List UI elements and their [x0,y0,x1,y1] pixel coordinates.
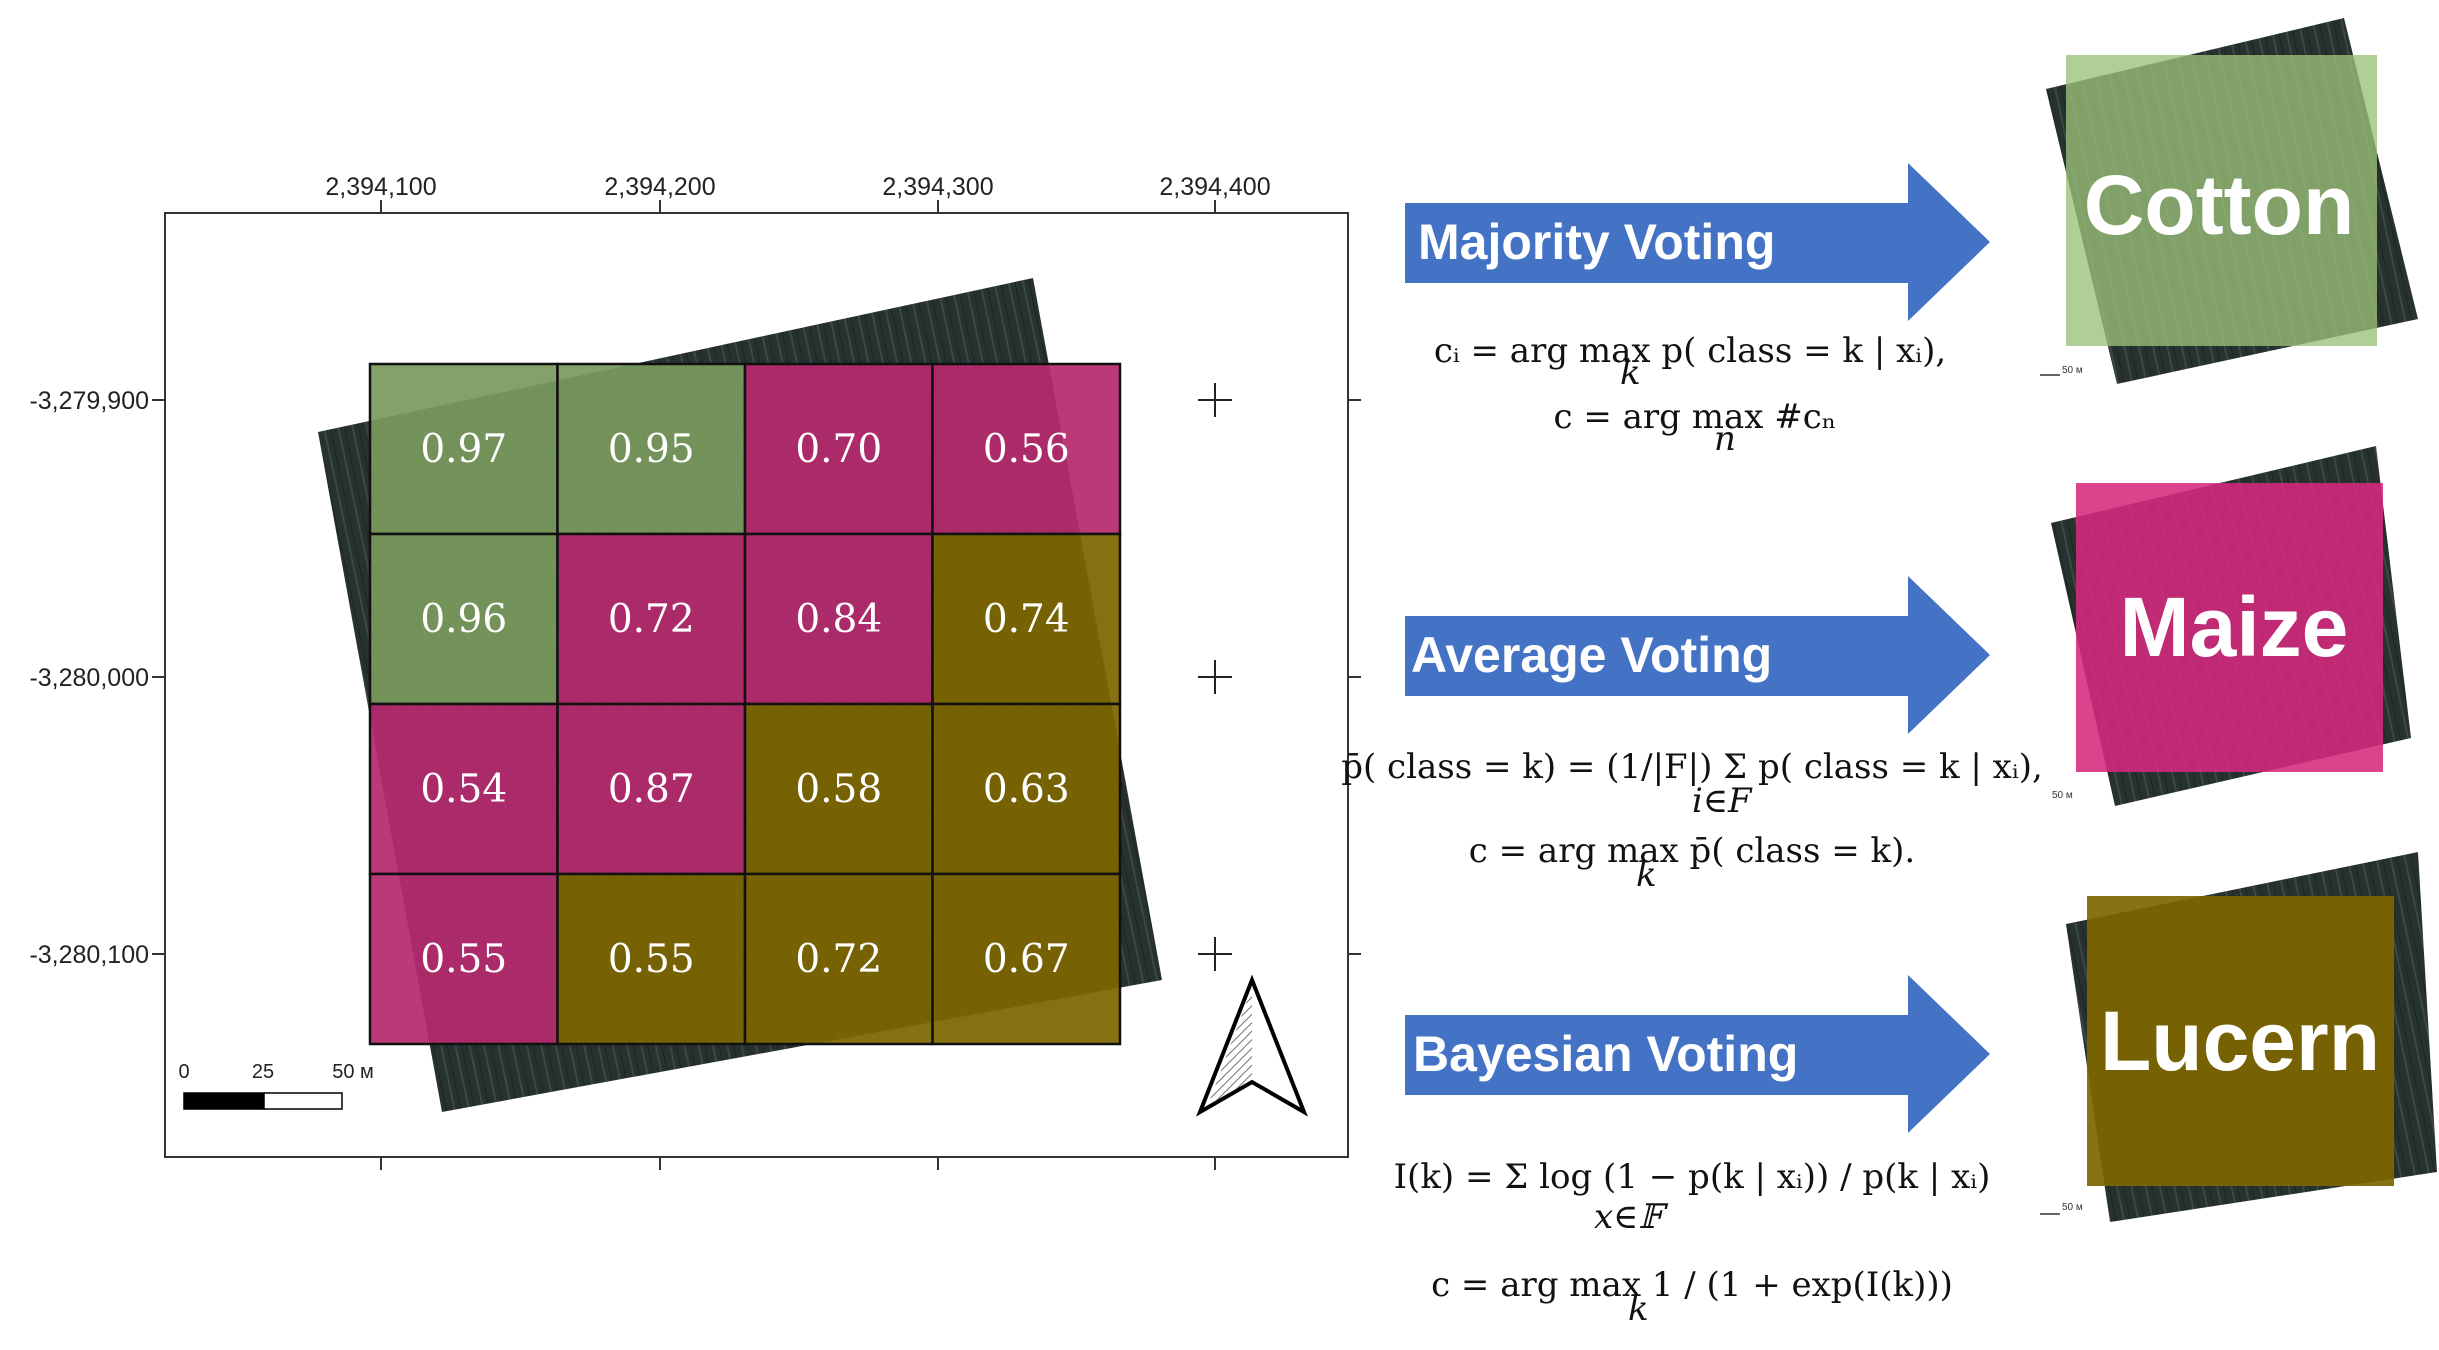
classification-grid: 0.97 0.95 0.70 0.56 0.96 0.72 0.84 0.74 0.54 0.87… [368,362,1122,1046]
y-tick-label: -3,280,000 [29,664,149,692]
result-swatch [2066,55,2377,346]
method-label: Majority Voting [1418,214,1775,270]
crosshair-markers [1198,383,1232,971]
x-tick-label: 2,394,400 [1159,173,1270,201]
grid-cell-value: 0.54 [420,767,507,812]
grid-cell: 0.58 [743,702,934,876]
arrow-shape [1405,576,1990,734]
grid-cell-fill [743,362,934,536]
formula-line: c = arg max #cₙ [1554,397,1837,437]
grid-cell-value: 0.72 [608,597,695,642]
map-tick-marks [152,200,1361,1170]
grid-cell: 0.54 [368,702,559,876]
method-label: Bayesian Voting [1413,1026,1798,1082]
grid-cell: 0.74 [931,532,1122,706]
grid-cell-value: 0.55 [420,937,507,982]
grid-cell-value: 0.72 [795,937,882,982]
scale-label: 50 м [332,1061,374,1083]
x-tick-label: 2,394,300 [882,173,993,201]
result-label: Cotton [2084,158,2355,252]
grid-cell-fill [931,362,1122,536]
formula-line: cᵢ = arg max p( class = k | xᵢ), [1434,331,1946,371]
grid-cell-fill [368,702,559,876]
north-arrow-icon [1196,974,1308,1117]
grid-cell-value: 0.56 [983,427,1070,472]
thumb-scale-label: 50 м [2052,790,2073,801]
grid-cell-fill [556,362,747,536]
grid-cell: 0.63 [931,702,1122,876]
formula-subscript: n [1714,419,1736,459]
grid-cell: 0.55 [556,872,747,1046]
grid-cell: 0.84 [743,532,934,706]
result-label: Maize [2120,580,2349,674]
x-tick-label: 2,394,200 [604,173,715,201]
grid-cell: 0.70 [743,362,934,536]
result-cotton: Cotton 50 м [2040,18,2418,384]
arrow-shape [1405,163,1990,321]
grid-cell: 0.67 [931,872,1122,1046]
grid-cell-fill [556,702,747,876]
formula-line: c = arg max p̄( class = k). [1469,831,1915,871]
grid-cell-fill [931,532,1122,706]
grid-cell-value: 0.70 [795,427,882,472]
grid-cell-value: 0.84 [795,597,882,642]
grid-cell-value: 0.95 [608,427,695,472]
formula-subscript: k [1636,855,1657,895]
grid-cell-fill [368,872,559,1046]
grid-cell-value: 0.97 [420,427,507,472]
x-tick-label: 2,394,100 [325,173,436,201]
grid-cell: 0.95 [556,362,747,536]
grid-cell: 0.56 [931,362,1122,536]
y-tick-label: -3,280,100 [29,941,149,969]
grid-cell: 0.72 [743,872,934,1046]
grid-cell-fill [931,702,1122,876]
method-label: Average Voting [1411,627,1772,683]
formula-subscript: i∈F [1692,781,1753,821]
grid-cell-value: 0.63 [983,767,1070,812]
grid-cell: 0.96 [368,532,559,706]
result-lucern: Lucern 50 м [2040,852,2437,1222]
grid-cell-value: 0.55 [608,937,695,982]
grid-cell-fill [743,702,934,876]
scale-label: 0 [178,1061,189,1083]
y-tick-label: -3,279,900 [29,387,149,415]
formula-line: p̄( class = k) = (1/|F|) Σ p( class = k … [1341,747,2043,787]
method-average: Average Voting p̄( class = k) = (1/|F|) … [1341,576,2043,895]
grid-cell: 0.97 [368,362,559,536]
result-swatch [2087,896,2394,1186]
map-panel: 2,394,100 2,394,200 2,394,300 2,394,400 … [29,173,1361,1170]
formula-subscript: k [1628,1289,1649,1329]
grid-cell: 0.72 [556,532,747,706]
grid-cell: 0.55 [368,872,559,1046]
scale-label: 25 [252,1061,274,1083]
method-bayesian: Bayesian Voting I(k) = Σ log (1 − p(k | … [1394,975,1991,1329]
arrow-shape [1405,975,1990,1133]
formula-subscript: x∈𝔽 [1594,1197,1668,1237]
grid-cell-value: 0.87 [608,767,695,812]
grid-cell-value: 0.96 [420,597,507,642]
formula-line: I(k) = Σ log (1 − p(k | xᵢ)) / p(k | xᵢ) [1394,1157,1991,1197]
grid-cell-value: 0.67 [983,937,1070,982]
grid-cell-value: 0.74 [983,597,1070,642]
scale-bar: 0 25 50 м [178,1061,374,1110]
grid-cell-fill [931,872,1122,1046]
grid-cell-fill [556,872,747,1046]
result-maize: Maize 50 м [2051,446,2411,806]
method-majority: Majority Voting cᵢ = arg max p( class = … [1405,163,1990,459]
grid-cell-value: 0.58 [795,767,882,812]
thumb-scale-label: 50 м [2062,365,2083,376]
grid-cell-fill [368,362,559,536]
grid-cell: 0.87 [556,702,747,876]
formula-line: c = arg max 1 / (1 + exp(I(k))) [1431,1265,1953,1305]
result-label: Lucern [2100,994,2380,1088]
formula-subscript: k [1620,353,1641,393]
thumb-scale-label: 50 м [2062,1202,2083,1213]
result-swatch [2076,483,2383,772]
